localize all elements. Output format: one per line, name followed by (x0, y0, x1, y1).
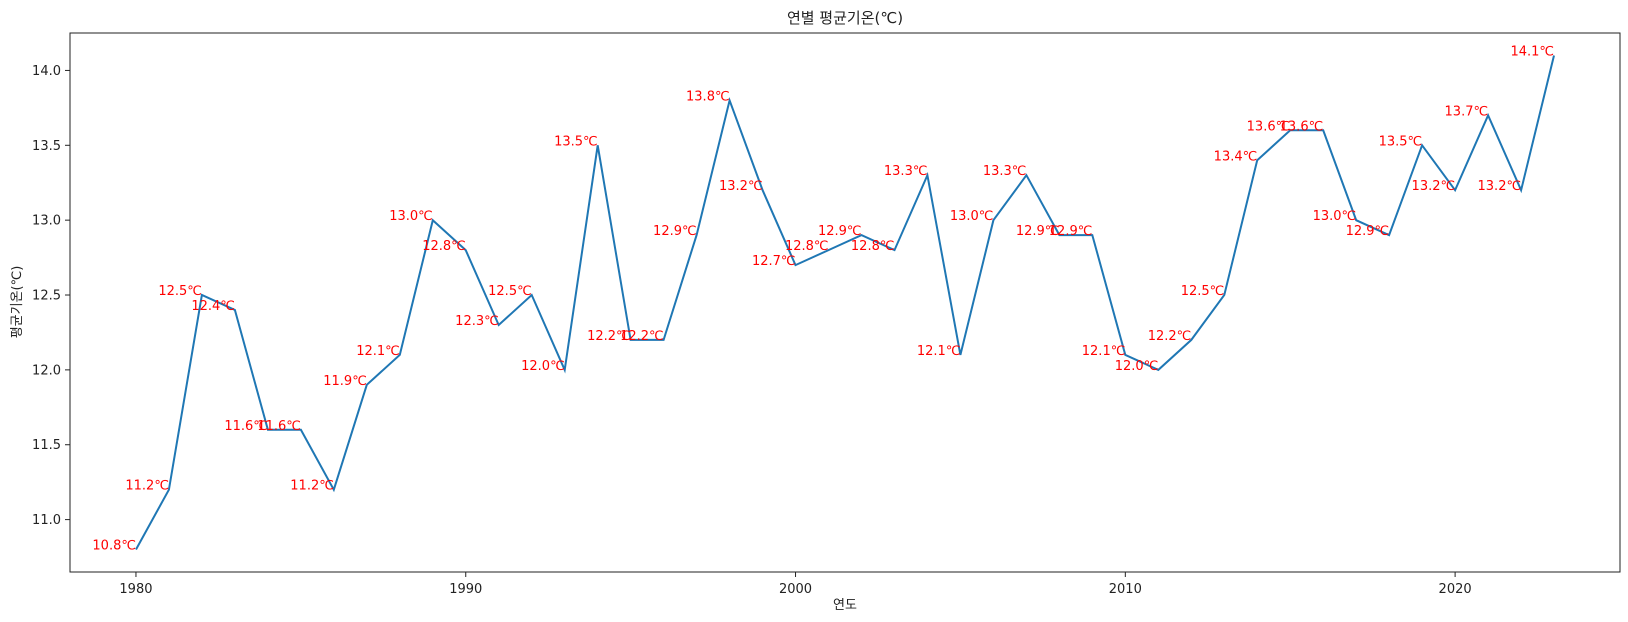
data-label: 12.7℃ (752, 254, 796, 269)
data-label: 12.3℃ (455, 314, 499, 329)
data-label: 12.2℃ (587, 329, 631, 344)
data-label: 13.3℃ (983, 164, 1027, 179)
data-label: 12.5℃ (1181, 284, 1225, 299)
x-axis: 1980 1990 2000 2010 2020 (119, 572, 1472, 597)
data-label: 12.1℃ (356, 344, 400, 359)
data-label: 12.9℃ (1049, 224, 1093, 239)
data-label: 12.9℃ (1016, 224, 1060, 239)
data-label: 13.8℃ (686, 89, 730, 104)
data-label: 12.8℃ (422, 239, 466, 254)
data-label: 13.0℃ (389, 209, 433, 224)
data-label: 12.0℃ (1115, 359, 1159, 374)
data-label: 12.8℃ (785, 239, 829, 254)
data-label: 11.6℃ (224, 419, 268, 434)
data-label: 12.2℃ (1148, 329, 1192, 344)
data-label: 12.9℃ (1346, 224, 1390, 239)
data-label: 13.3℃ (884, 164, 928, 179)
data-label: 13.0℃ (1313, 209, 1357, 224)
data-label: 10.8℃ (92, 539, 136, 554)
y-tick-label: 12.5 (32, 289, 61, 304)
data-label: 11.6℃ (257, 419, 301, 434)
data-label: 12.5℃ (158, 284, 202, 299)
chart-title: 연별 평균기온(℃) (787, 9, 903, 27)
x-axis-title: 연도 (833, 598, 857, 613)
plot-area-frame (69, 32, 1621, 573)
y-axis: 11.0 11.5 12.0 12.5 13.0 13.5 14.0 (32, 64, 70, 528)
data-label: 11.9℃ (323, 374, 367, 389)
data-label: 11.2℃ (290, 479, 334, 494)
data-label: 12.9℃ (653, 224, 697, 239)
data-label: 12.2℃ (620, 329, 664, 344)
y-tick-label: 12.0 (32, 363, 61, 378)
data-label: 13.5℃ (1379, 134, 1423, 149)
y-tick-label: 11.5 (32, 438, 61, 453)
data-label: 12.0℃ (521, 359, 565, 374)
data-label: 13.2℃ (1478, 179, 1522, 194)
y-tick-label: 11.0 (32, 513, 61, 528)
y-tick-label: 13.5 (32, 139, 61, 154)
y-axis-title: 평균기온(℃) (10, 266, 25, 339)
data-label: 12.8℃ (851, 239, 895, 254)
data-label: 13.2℃ (719, 179, 763, 194)
y-tick-label: 13.0 (32, 214, 61, 229)
x-tick-label: 2020 (1439, 582, 1472, 597)
data-label: 13.5℃ (554, 134, 598, 149)
data-label: 14.1℃ (1510, 44, 1554, 59)
data-label: 11.2℃ (125, 479, 169, 494)
y-tick-label: 14.0 (32, 64, 61, 79)
data-label: 12.4℃ (191, 299, 235, 314)
x-tick-label: 2010 (1109, 582, 1142, 597)
data-label: 12.9℃ (818, 224, 862, 239)
data-label: 12.5℃ (488, 284, 532, 299)
data-label: 13.6℃ (1280, 119, 1324, 134)
series-line (135, 55, 1555, 550)
data-label: 13.6℃ (1247, 119, 1291, 134)
x-tick-label: 2000 (779, 582, 812, 597)
data-label: 12.1℃ (1082, 344, 1126, 359)
data-label: 13.2℃ (1412, 179, 1456, 194)
data-label: 13.7℃ (1445, 104, 1489, 119)
data-label: 13.0℃ (950, 209, 994, 224)
x-tick-label: 1990 (449, 582, 482, 597)
data-label: 13.4℃ (1214, 149, 1258, 164)
x-tick-label: 1980 (119, 582, 152, 597)
data-labels: 10.8℃11.2℃12.5℃12.4℃11.6℃11.6℃11.2℃11.9℃… (92, 44, 1554, 553)
data-label: 12.1℃ (917, 344, 961, 359)
